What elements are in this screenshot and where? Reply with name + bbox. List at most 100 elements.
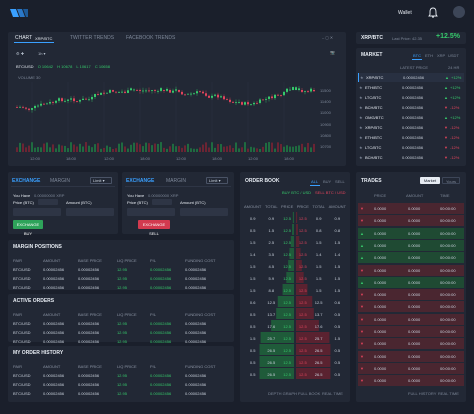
exchange-sell-button[interactable]: EXCHANGE SELL xyxy=(138,220,170,236)
star-icon[interactable]: ★ xyxy=(359,115,363,120)
market-row[interactable]: ★ ETH/BTC 0.00002456 ▲ +12% xyxy=(358,83,464,92)
market-row[interactable]: ★ XRP/BTC 0.00002456 ▼ -12% xyxy=(358,123,464,132)
trades-footer-realtime[interactable]: REAL TIME xyxy=(438,391,459,396)
trade-row[interactable]: ▼ 0.0000 0.0000 00:00:00 xyxy=(358,264,464,276)
buy-price-input[interactable] xyxy=(38,199,58,205)
column-header[interactable]: BASE PRICE xyxy=(77,258,102,263)
star-icon[interactable]: ★ xyxy=(359,85,363,90)
table-row[interactable]: BTC/USD 0.00002456 0.00002456 12.95 0.000024… xyxy=(11,389,231,398)
trade-row[interactable]: ▼ 0.0000 0.0000 00:00:00 xyxy=(358,338,464,350)
ob-row[interactable]: 0.5 1.5 12.5 12.5 0.8 0.8 xyxy=(242,224,348,236)
star-icon[interactable]: ★ xyxy=(359,145,363,150)
column-header[interactable]: AMOUNT xyxy=(43,312,61,317)
buy-amount-field[interactable] xyxy=(66,208,114,216)
ob-row[interactable]: 1.4 3.5 12.5 12.5 1.4 1.4 xyxy=(242,248,348,260)
column-header[interactable]: FUNDING COST xyxy=(185,364,216,369)
market-tab-usdt[interactable]: USDT xyxy=(448,53,459,58)
trades-tab-yours[interactable]: Yours xyxy=(442,177,460,184)
indicators-icon[interactable]: ⚙ ✚ xyxy=(16,51,25,56)
buy-price-field[interactable] xyxy=(13,208,61,216)
ob-column-header[interactable]: TOTAL xyxy=(312,204,325,209)
ob-column-header[interactable]: PRICE xyxy=(296,204,309,209)
column-header[interactable]: P/L xyxy=(150,258,157,263)
table-row[interactable]: BTC/USD 0.00002456 0.00002456 12.95 0.000024… xyxy=(11,337,231,346)
ob-row[interactable]: 0.5 17.6 12.5 12.5 17.6 0.5 xyxy=(242,320,348,332)
ob-row[interactable]: 0.6 12.5 12.5 12.5 12.5 0.6 xyxy=(242,296,348,308)
buy-tab-exchange[interactable]: EXCHANGE xyxy=(12,178,41,184)
star-icon[interactable]: ★ xyxy=(360,75,364,80)
trade-row[interactable]: ▼ 0.0000 0.0000 00:00:00 xyxy=(358,215,464,227)
trade-row[interactable]: ▼ 0.0000 0.0000 00:00:00 xyxy=(358,301,464,313)
ob-column-header[interactable]: AMOUNT xyxy=(243,204,262,209)
trade-row[interactable]: ▲ 0.0000 0.0000 00:00:00 xyxy=(358,227,464,239)
sell-order-type-select[interactable]: Limit ▾ xyxy=(206,177,228,184)
trade-row[interactable]: ▼ 0.0000 0.0000 00:00:00 xyxy=(358,326,464,337)
ob-footer-full[interactable]: FULL BOOK xyxy=(298,391,321,396)
buy-order-type-select[interactable]: Limit ▾ xyxy=(90,177,112,184)
market-row[interactable]: ★ LTC/BTC 0.00002456 ▲ +12% xyxy=(358,93,464,102)
column-header[interactable]: PAIR xyxy=(13,364,23,369)
ob-footer-realtime[interactable]: REAL TIME xyxy=(322,391,343,396)
timeframe-select[interactable]: 1h ▾ xyxy=(38,51,46,56)
column-header[interactable]: P/L xyxy=(150,364,157,369)
ob-row[interactable]: 1.5 2.5 12.5 12.5 1.5 1.5 xyxy=(242,236,348,248)
buy-tab-margin[interactable]: MARGIN xyxy=(50,178,70,184)
screenshot-icon[interactable]: 📷 xyxy=(330,50,335,55)
sell-tab-margin[interactable]: MARGIN xyxy=(166,178,186,184)
exchange-buy-button[interactable]: EXCHANGE BUY xyxy=(13,220,43,236)
ob-row[interactable]: 1.5 25.7 12.5 12.5 25.7 1.5 xyxy=(242,332,348,344)
trade-row[interactable]: ▼ 0.0000 0.0000 00:00:00 xyxy=(358,313,464,325)
market-tab-xrp[interactable]: XRP xyxy=(437,53,446,58)
sell-tab-exchange[interactable]: EXCHANGE xyxy=(126,178,155,184)
sell-price-input[interactable] xyxy=(152,199,172,205)
column-header[interactable]: PAIR xyxy=(13,312,23,317)
ob-column-header[interactable]: TOTAL xyxy=(265,204,278,209)
trade-row[interactable]: ▼ 0.0000 0.0000 00:00:00 xyxy=(358,362,464,374)
column-header[interactable]: LIQ PRICE xyxy=(116,312,137,317)
market-row[interactable]: ★ BCH/BTC 0.00002456 ▼ -12% xyxy=(358,103,464,112)
sell-amount-field[interactable] xyxy=(180,208,228,216)
ob-row[interactable]: 0.5 26.5 12.5 12.5 26.5 0.5 xyxy=(242,344,348,356)
column-header[interactable]: BASE PRICE xyxy=(77,312,102,317)
market-row[interactable]: ★ OMG/BTC 0.00002456 ▲ +12% xyxy=(358,113,464,122)
column-header[interactable]: FUNDING COST xyxy=(185,258,216,263)
market-row[interactable]: ★ BCH/BTC 0.00002456 ▼ -12% xyxy=(358,153,464,162)
trade-row[interactable]: ▲ 0.0000 0.0000 00:00:00 xyxy=(358,276,464,288)
tab-chart[interactable]: CHART xyxy=(15,35,33,41)
ob-column-header[interactable]: AMOUNT xyxy=(328,204,346,209)
trades-tab-market[interactable]: Market xyxy=(420,177,440,184)
column-header[interactable]: LIQ PRICE xyxy=(116,258,137,263)
ob-tab-buy[interactable]: BUY xyxy=(323,179,332,184)
star-icon[interactable]: ★ xyxy=(359,125,363,130)
ob-row[interactable]: 1.5 8.8 12.5 12.5 1.5 1.5 xyxy=(242,284,348,296)
star-icon[interactable]: ★ xyxy=(359,105,363,110)
trades-footer-history[interactable]: FULL HISTORY xyxy=(408,391,437,396)
table-row[interactable]: BTC/USD 0.00002456 0.00002456 12.95 0.000024… xyxy=(11,371,231,380)
ob-column-header[interactable]: PRICE xyxy=(281,204,294,209)
ob-tab-sell[interactable]: SELL xyxy=(335,179,345,184)
table-row[interactable]: BTC/USD 0.00002456 0.00002456 12.95 0.000024… xyxy=(11,319,231,328)
table-row[interactable]: BTC/USD 0.00002456 0.00002456 12.95 0.000024… xyxy=(11,380,231,389)
sell-price-field[interactable] xyxy=(127,208,175,216)
ob-row[interactable]: 0.9 0.9 12.5 12.5 0.9 0.9 xyxy=(242,212,348,224)
table-row[interactable]: BTC/USD 0.00002456 0.00002456 12.95 0.000024… xyxy=(11,283,231,292)
tab-facebook-trends[interactable]: FACEBOOK TRENDS xyxy=(126,35,176,41)
window-controls[interactable]: – ◻ ✕ xyxy=(322,35,334,40)
market-row[interactable]: ★ ETH/BTC 0.00002456 ▼ -12% xyxy=(358,133,464,142)
table-row[interactable]: BTC/USD 0.00002456 0.00002456 12.95 0.000024… xyxy=(11,328,231,337)
tab-twitter-trends[interactable]: TWITTER TRENDS xyxy=(70,35,115,41)
star-icon[interactable]: ★ xyxy=(359,135,363,140)
table-row[interactable]: BTC/USD 0.00002456 0.00002456 12.95 0.000024… xyxy=(11,274,231,283)
wallet-link[interactable]: Wallet xyxy=(398,10,412,16)
trade-row[interactable]: ▼ 0.0000 0.0000 00:00:00 xyxy=(358,289,464,301)
ob-row[interactable]: 0.5 26.5 12.5 12.5 26.5 0.5 xyxy=(242,368,348,380)
ob-row[interactable]: 0.5 26.5 12.5 12.5 26.5 0.5 xyxy=(242,356,348,368)
column-header[interactable]: BASE PRICE xyxy=(77,364,102,369)
column-header[interactable]: AMOUNT xyxy=(43,364,61,369)
column-header[interactable]: AMOUNT xyxy=(43,258,61,263)
trade-row[interactable]: ▼ 0.0000 0.0000 00:00:00 xyxy=(358,375,464,387)
column-header[interactable]: LIQ PRICE xyxy=(116,364,137,369)
column-header[interactable]: P/L xyxy=(150,312,157,317)
avatar[interactable] xyxy=(453,6,465,18)
trade-row[interactable]: ▼ 0.0000 0.0000 00:00:00 xyxy=(358,350,464,362)
